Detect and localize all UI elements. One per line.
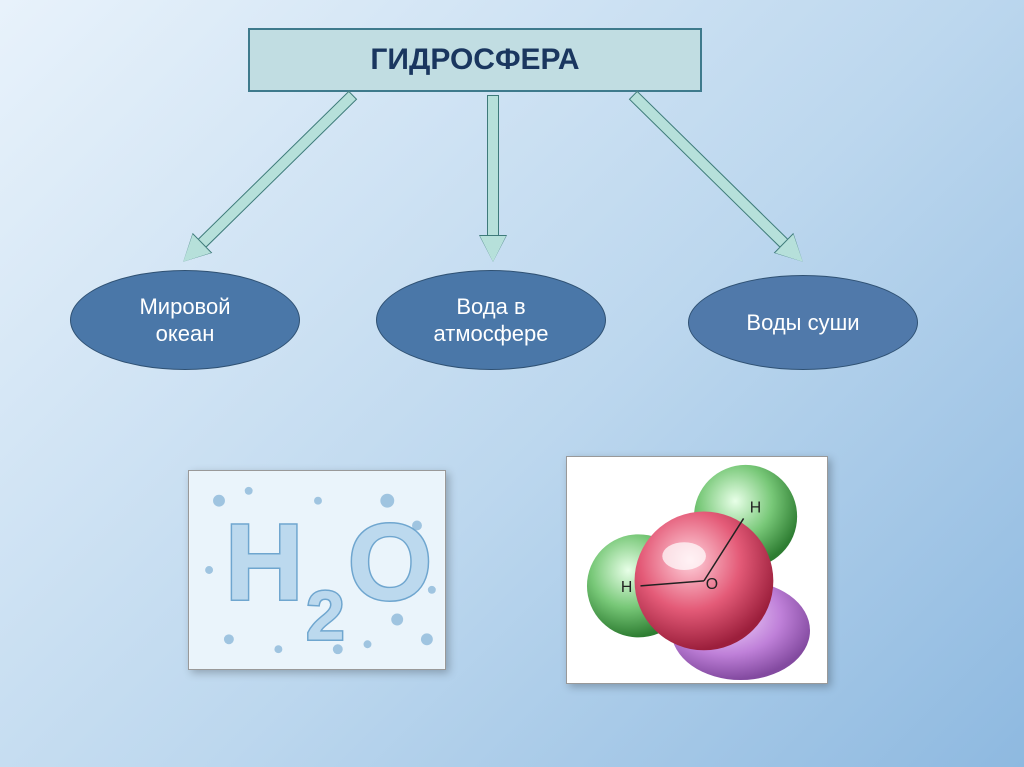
h2o-svg: H 2 O: [189, 471, 445, 669]
water-droplet: [245, 487, 253, 495]
water-droplet: [274, 645, 282, 653]
arrow-shaft: [197, 91, 357, 248]
title-text: ГИДРОСФЕРА: [370, 43, 579, 77]
category-label: Воды суши: [736, 309, 869, 337]
category-label: Мировой океан: [129, 293, 240, 348]
water-droplet: [314, 497, 322, 505]
category-label: Вода в атмосфере: [424, 293, 559, 348]
category-ellipse: Вода в атмосфере: [376, 270, 606, 370]
category-ellipse: Мировой океан: [70, 270, 300, 370]
water-droplet: [224, 634, 234, 644]
h2o-letter-H: H: [225, 502, 304, 624]
molecule-highlight: [662, 542, 706, 570]
arrow-shaft: [629, 91, 789, 248]
molecule-label-H1: H: [621, 579, 632, 596]
arrow-head: [480, 236, 506, 262]
molecule-svg: O H H: [567, 457, 827, 683]
title-box: ГИДРОСФЕРА: [248, 28, 702, 92]
molecule-label-H2: H: [750, 500, 761, 517]
molecule-image-card: O H H: [566, 456, 828, 684]
molecule-label-O: O: [706, 576, 718, 593]
water-droplet: [213, 495, 225, 507]
h2o-letter-O: O: [348, 502, 433, 624]
category-ellipse: Воды суши: [688, 275, 918, 370]
arrow-shaft: [487, 95, 499, 236]
h2o-image-card: H 2 O: [188, 470, 446, 670]
water-droplet: [364, 640, 372, 648]
h2o-letter-2: 2: [306, 576, 345, 654]
water-droplet: [421, 633, 433, 645]
water-droplet: [205, 566, 213, 574]
